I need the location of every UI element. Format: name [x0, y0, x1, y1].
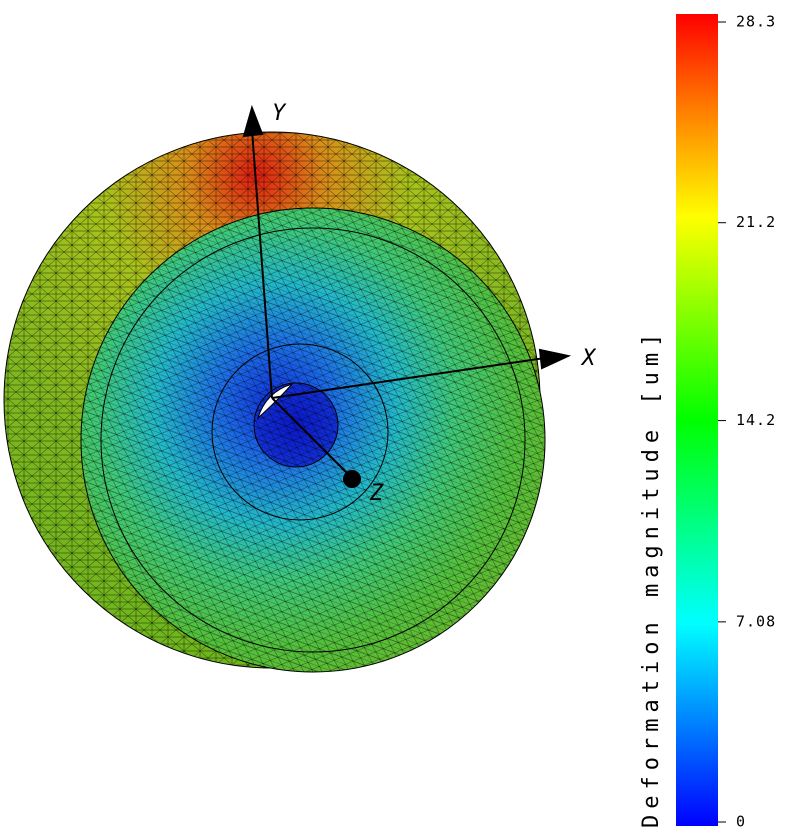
colorbar-label: Deformation magnitude [um] — [639, 328, 664, 828]
ring — [211, 343, 389, 521]
colorbar-tick-label: 7.08 — [736, 612, 776, 630]
axes-triad: Y X Z — [242, 101, 597, 506]
z-arrow — [343, 470, 361, 488]
ring — [100, 227, 526, 653]
axis-label: Z — [369, 481, 384, 506]
y-arrow — [242, 104, 264, 138]
x-arrow — [538, 348, 572, 370]
y-axis — [251, 129, 273, 399]
colorbar-tick-label: 28.3 — [736, 13, 776, 31]
colorbar-gradient — [676, 14, 718, 826]
x-axis — [271, 357, 546, 399]
model — [3, 131, 546, 673]
axis-label: X — [580, 346, 597, 371]
colorbar-tick-label: 21.2 — [736, 213, 776, 231]
colorbar-tick-label: 0 — [736, 813, 746, 831]
z-axis — [271, 397, 353, 479]
axis-label: Y — [272, 101, 287, 126]
colorbar-tick-label: 14.2 — [736, 411, 776, 429]
colorbar: Deformation magnitude [um] 0 7.08 14.2 21.2… — [639, 13, 776, 831]
mesh-hole — [254, 383, 338, 467]
